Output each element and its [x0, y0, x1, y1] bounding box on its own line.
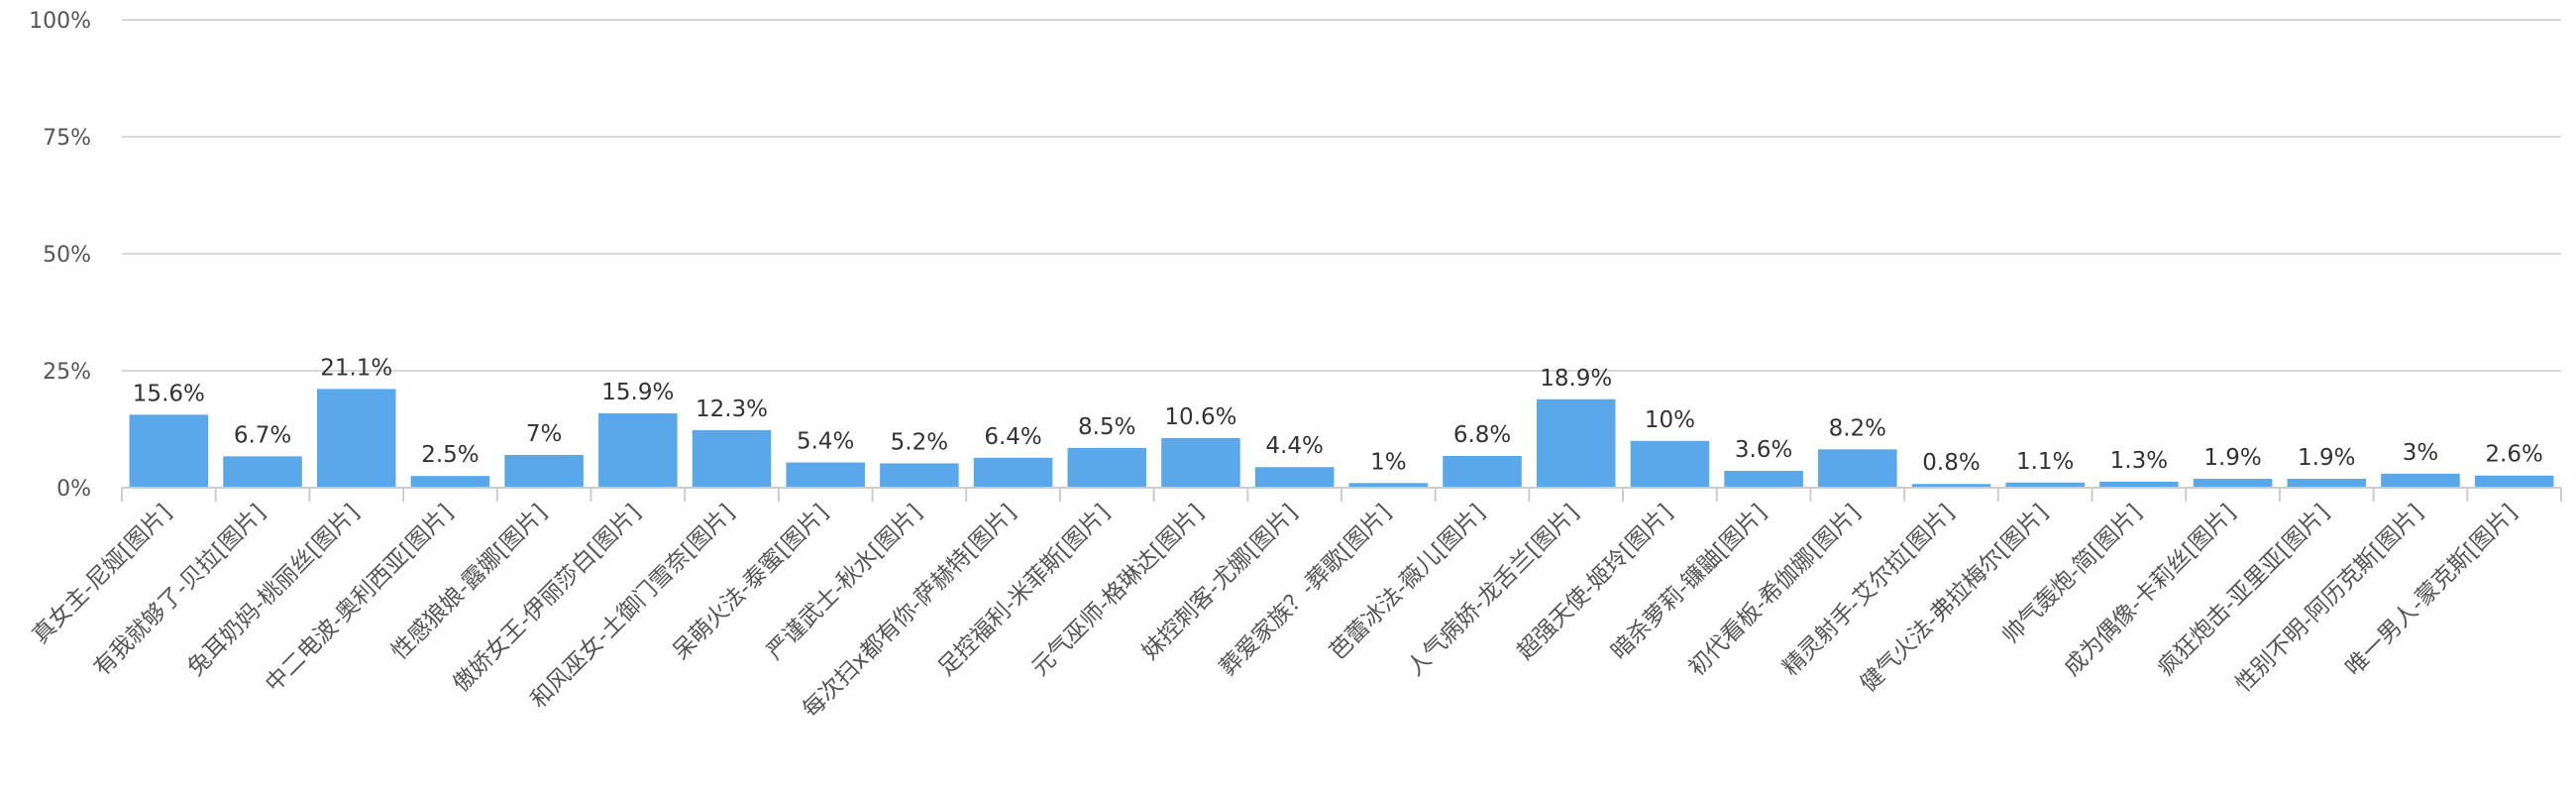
bar: [1348, 483, 1429, 488]
data-label: 15.6%: [133, 381, 205, 406]
data-label: 3%: [2403, 440, 2439, 466]
x-tick-label: 唯一男人-蒙克斯[图片]: [2341, 500, 2522, 681]
bar: [2381, 473, 2460, 488]
x-tick-label: 人气病娇-龙舌兰[图片]: [1403, 500, 1584, 681]
data-label: 2.6%: [2485, 442, 2542, 468]
x-tick-label: 疯狂炮击-亚里亚[图片]: [2153, 500, 2334, 681]
x-tick-label: 初代看板-希伽娜[图片]: [1684, 500, 1866, 681]
bar: [2099, 481, 2179, 488]
bar: [1911, 484, 1991, 488]
bar: [129, 414, 209, 488]
bar: [1254, 467, 1335, 488]
x-tick-label: 呆萌火法-泰蜜[图片]: [668, 500, 833, 665]
data-label: 1%: [1370, 449, 1407, 475]
data-label: 1.3%: [2110, 448, 2168, 474]
bar: [1630, 440, 1710, 488]
bars: [129, 389, 2554, 488]
x-tick-label: 中二电波-奥利西亚[图片]: [261, 500, 459, 698]
data-label: 3.6%: [1735, 437, 1792, 463]
bar: [2287, 479, 2367, 488]
data-label: 5.4%: [797, 429, 854, 455]
bar: [223, 456, 302, 488]
data-label: 1.1%: [2016, 449, 2074, 475]
y-tick-label: 0%: [56, 477, 91, 502]
x-tick-label: 葬爱家族？-葬歌[图片]: [1215, 500, 1396, 681]
data-label: 18.9%: [1540, 366, 1612, 392]
y-tick-label: 50%: [43, 243, 91, 268]
bar: [786, 462, 865, 488]
data-label: 15.9%: [601, 380, 674, 405]
x-tick-label: 兔耳奶妈-桃丽丝[图片]: [183, 500, 365, 681]
bar: [504, 454, 584, 488]
bar: [1724, 471, 1803, 488]
y-tick-label: 75%: [43, 126, 91, 151]
bar: [598, 412, 678, 488]
bar: [692, 429, 772, 488]
data-label: 8.5%: [1078, 414, 1135, 440]
bar: [2005, 482, 2085, 488]
y-axis-tick-labels: 0% 25% 50% 75% 100%: [29, 9, 91, 502]
data-label: 2.5%: [421, 442, 479, 468]
data-label: 10.6%: [1164, 404, 1236, 430]
bar: [973, 457, 1053, 488]
data-label: 1.9%: [2203, 445, 2261, 471]
gridlines: [122, 19, 2561, 372]
bar: [2474, 475, 2554, 488]
bar: [880, 463, 959, 488]
x-tick-label: 超强天使-姬玲[图片]: [1513, 500, 1678, 665]
x-tick-label: 严谨武士-秋水[图片]: [762, 500, 927, 665]
bar: [1443, 455, 1522, 488]
x-tick-label: 傲娇女王-伊丽莎白[图片]: [448, 500, 646, 698]
x-tick-label: 足控福利-米菲斯[图片]: [933, 500, 1115, 681]
bar: [1067, 447, 1147, 488]
data-label: 0.8%: [1922, 450, 1980, 476]
data-label: 8.2%: [1829, 415, 1886, 441]
data-label: 4.4%: [1265, 433, 1323, 459]
bar: [1818, 449, 1897, 488]
data-labels: 15.6% 6.7% 21.1% 2.5% 7% 15.9% 12.3% 5.4% 5.2% 6.…: [133, 355, 2543, 476]
data-label: 1.9%: [2298, 445, 2355, 471]
x-tick-label: 有我就够了-贝拉[图片]: [89, 500, 270, 681]
x-tick-label: 精灵射手-艾尔拉[图片]: [1777, 500, 1959, 681]
bar: [2193, 479, 2273, 488]
x-tick-label: 元气巫师-格琳达[图片]: [1027, 500, 1209, 681]
x-tick-label: 暗杀萝莉-镰鼬[图片]: [1606, 500, 1771, 665]
y-tick-label: 25%: [43, 360, 91, 385]
x-tick-label: 性感狼娘-露娜[图片]: [386, 500, 552, 665]
x-tick-label: 健气火法-弗拉梅尔[图片]: [1856, 500, 2054, 698]
x-tick-label: 芭蕾冰法-薇儿[图片]: [1325, 500, 1490, 665]
bar: [410, 476, 490, 488]
data-label: 5.2%: [891, 429, 948, 455]
y-tick-label: 100%: [29, 9, 91, 34]
data-label: 21.1%: [320, 355, 392, 381]
data-label: 10%: [1645, 407, 1695, 433]
x-tick-label: 成为偶像-卡莉丝[图片]: [2060, 500, 2241, 681]
bar: [1536, 398, 1616, 488]
data-label: 6.7%: [234, 422, 291, 448]
x-axis: [121, 487, 2562, 502]
bar: [316, 389, 396, 488]
data-label: 6.8%: [1453, 422, 1511, 448]
data-label: 6.4%: [984, 424, 1041, 450]
x-tick-label: 性别不明-阿历克斯[图片]: [2231, 500, 2429, 698]
data-label: 12.3%: [696, 396, 768, 422]
data-label: 7%: [526, 421, 563, 447]
x-tick-label: 妹控刺客-尤娜[图片]: [1137, 500, 1303, 665]
x-axis-category-labels: 真女主-尼娅[图片]有我就够了-贝拉[图片]兔耳奶妈-桃丽丝[图片]中二电波-奥…: [28, 500, 2522, 723]
bar: [1161, 437, 1240, 488]
